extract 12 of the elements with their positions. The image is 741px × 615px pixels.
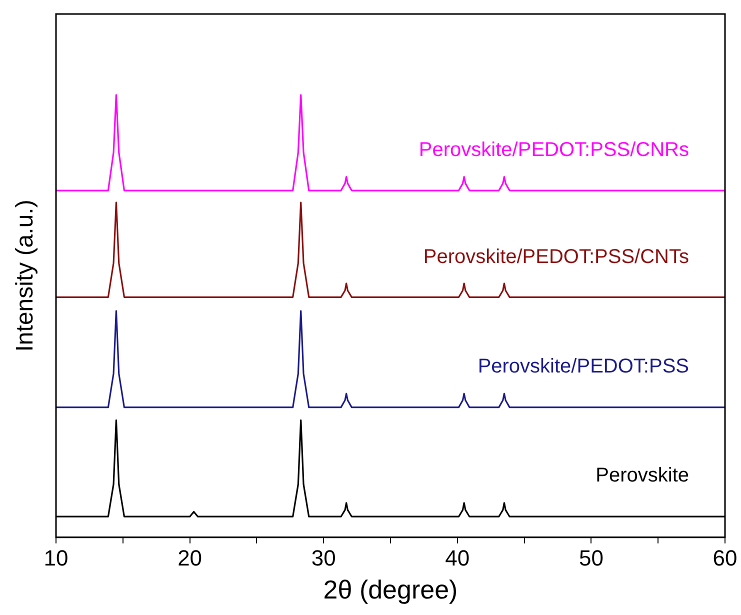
x-tick-label: 30: [311, 546, 336, 571]
x-tick-label: 20: [178, 546, 202, 571]
x-tick-label: 40: [445, 546, 470, 571]
x-tick-label: 50: [578, 546, 604, 571]
x-tick-label: 10: [44, 546, 68, 571]
series-label: Perovskite/PEDOT:PSS: [478, 355, 689, 378]
x-tick-label: 60: [712, 546, 738, 571]
series-label: Perovskite: [596, 464, 689, 487]
x-axis-title: 2θ (degree): [323, 574, 458, 605]
series-label: Perovskite/PEDOT:PSS/CNRs: [418, 138, 689, 161]
y-axis-title: Intensity (a.u.): [12, 200, 39, 352]
series-label: Perovskite/PEDOT:PSS/CNTs: [423, 246, 689, 268]
